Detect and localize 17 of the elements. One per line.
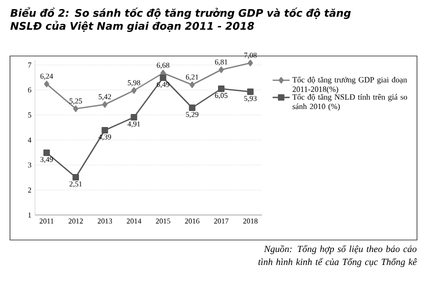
point <box>73 106 78 112</box>
point <box>44 80 50 88</box>
text: Nguồn: Tổng hợp số liệu theo báo cáo tình hình kinh tế của Tổng cục Thống kê <box>258 245 417 268</box>
chart-title: Biểu đồ 2: So sánh tốc độ tăng trưởng GDP và tốc độ tăng NSLĐ của Việt Nam giai đoạn 2011 - 2018 <box>10 7 351 32</box>
point <box>248 60 253 66</box>
point <box>102 101 108 108</box>
point <box>247 88 254 95</box>
point <box>72 174 79 180</box>
point <box>188 104 196 111</box>
point <box>131 87 137 94</box>
point <box>43 150 50 156</box>
point <box>218 86 224 92</box>
point <box>102 127 108 134</box>
point <box>130 114 138 120</box>
point <box>160 74 166 81</box>
point <box>190 82 195 88</box>
point <box>218 66 224 73</box>
